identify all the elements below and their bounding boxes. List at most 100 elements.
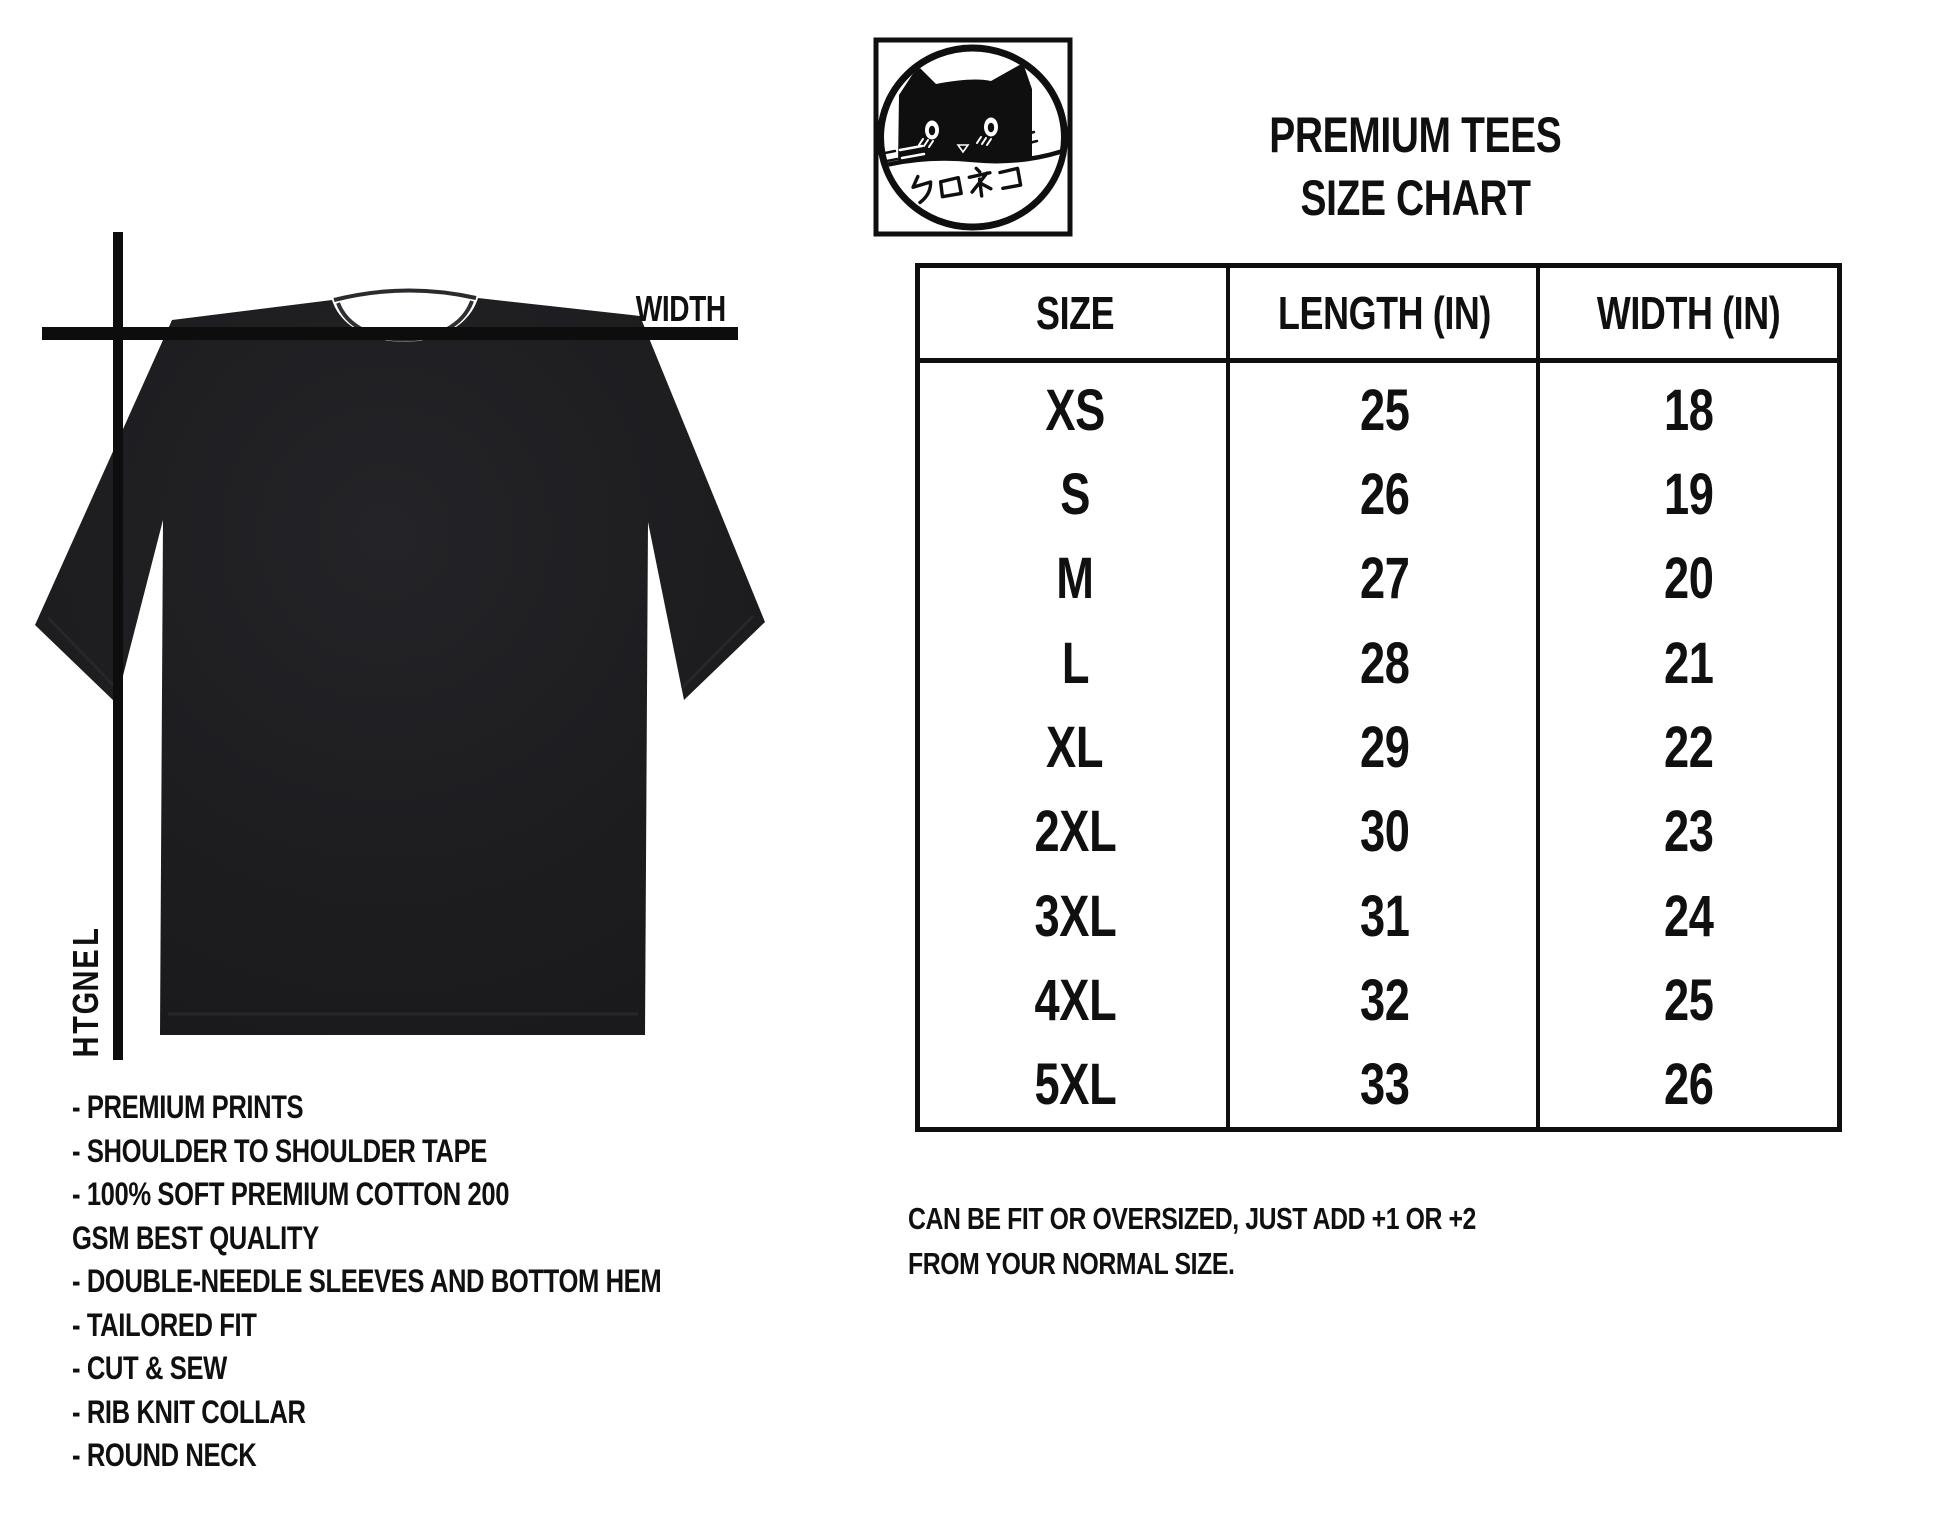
table-cell-value: 28	[1360, 630, 1410, 696]
text-line-content: - TAILORED FIT	[72, 1306, 257, 1343]
title-line-1: PREMIUM TEES	[1268, 107, 1562, 163]
length-label-char: H	[65, 1036, 106, 1058]
table-cell: 3XL	[920, 874, 1230, 958]
table-cell-value: 26	[1360, 461, 1410, 527]
table-cell: XL	[920, 705, 1230, 789]
table-cell-value: 29	[1360, 714, 1410, 780]
table-cell-value: 26	[1663, 1052, 1714, 1118]
table-cell-value: XL	[1046, 714, 1104, 780]
table-cell: 27	[1230, 537, 1540, 621]
table-body: XS 25 18 S 26 19 M 27 20 L 28 21 XL 29 22 2XL 30 23 3XL 31 2…	[920, 368, 1837, 1127]
table-cell-value: 21	[1663, 630, 1714, 696]
table-cell: 2XL	[920, 790, 1230, 874]
text-line-content: - 100% SOFT PREMIUM COTTON 200	[72, 1176, 510, 1212]
cat-head-icon	[898, 63, 1032, 165]
table-cell-value: 25	[1663, 967, 1714, 1033]
table-cell: 21	[1540, 621, 1837, 705]
header-width: WIDTH (IN)	[1596, 287, 1781, 339]
table-cell-value: 33	[1360, 1052, 1410, 1118]
table-row: L 28 21	[920, 621, 1837, 705]
table-cell-value: 3XL	[1034, 883, 1116, 949]
logo-ledge-line	[883, 146, 1062, 170]
text-line-content: - DOUBLE-NEEDLE SLEEVES AND BOTTOM HEM	[72, 1263, 662, 1299]
table-row: M 27 20	[920, 537, 1837, 621]
table-cell-value: 5XL	[1034, 1052, 1116, 1118]
table-cell: 26	[1540, 1043, 1837, 1127]
table-cell-value: 4XL	[1034, 967, 1116, 1033]
table-row: XS 25 18	[920, 368, 1837, 452]
title-line-2: SIZE CHART	[1299, 170, 1531, 226]
table-cell: 5XL	[920, 1043, 1230, 1127]
table-cell: 29	[1230, 705, 1540, 789]
table-cell: 28	[1230, 621, 1540, 705]
length-label-char: N	[65, 970, 106, 992]
width-label: WIDTH	[560, 288, 738, 330]
table-cell: S	[920, 452, 1230, 536]
table-cell: 18	[1540, 368, 1837, 452]
text-line: FROM YOUR NORMAL SIZE.	[908, 1241, 1618, 1286]
table-row: 4XL 32 25	[920, 958, 1837, 1042]
logo-kana-text	[911, 166, 1023, 205]
table-cell-value: 27	[1360, 546, 1410, 612]
text-line: - ROUND NECK	[72, 1434, 809, 1478]
text-line-content: - ROUND NECK	[72, 1437, 257, 1473]
table-header-row: SIZE LENGTH (IN) WIDTH (IN)	[920, 268, 1837, 363]
text-line-content: - PREMIUM PRINTS	[72, 1089, 304, 1125]
table-cell-value: 2XL	[1034, 799, 1116, 865]
cat-nose-icon	[956, 144, 970, 154]
text-line: - SHOULDER TO SHOULDER TAPE	[72, 1130, 809, 1174]
length-label-char: E	[64, 949, 106, 969]
text-line: - DOUBLE-NEEDLE SLEEVES AND BOTTOM HEM	[72, 1260, 809, 1304]
text-line-content: - CUT & SEW	[72, 1350, 227, 1386]
table-cell: 25	[1230, 368, 1540, 452]
text-line: - RIB KNIT COLLAR	[72, 1391, 809, 1435]
text-line-content: - SHOULDER TO SHOULDER TAPE	[72, 1132, 487, 1169]
text-line: - 100% SOFT PREMIUM COTTON 200	[72, 1173, 809, 1217]
table-cell-value: 22	[1663, 714, 1714, 780]
table-cell: 24	[1540, 874, 1837, 958]
fit-note: CAN BE FIT OR OVERSIZED, JUST ADD +1 OR …	[908, 1196, 1618, 1286]
table-cell-value: 32	[1360, 967, 1410, 1033]
table-cell: 4XL	[920, 958, 1230, 1042]
table-cell-value: L	[1061, 630, 1089, 696]
length-label-char: L	[65, 928, 106, 946]
header-size: SIZE	[1035, 287, 1115, 339]
table-cell: 31	[1230, 874, 1540, 958]
width-label-text: WIDTH	[635, 288, 726, 329]
text-line-content: - RIB KNIT COLLAR	[72, 1393, 306, 1430]
table-cell: 22	[1540, 705, 1837, 789]
table-cell-value: 30	[1360, 799, 1410, 865]
brand-logo	[873, 37, 1073, 237]
features-list: - PREMIUM PRINTS - SHOULDER TO SHOULDER T…	[72, 1086, 809, 1478]
cat-blush-icon	[918, 136, 992, 148]
table-cell-value: M	[1056, 546, 1094, 612]
table-cell: XS	[920, 368, 1230, 452]
cat-eyes-icon	[925, 117, 998, 140]
text-line: GSM BEST QUALITY	[72, 1217, 809, 1261]
width-measure-line	[42, 327, 738, 340]
table-cell-value: 18	[1663, 377, 1714, 443]
table-cell: 32	[1230, 958, 1540, 1042]
text-line-content: CAN BE FIT OR OVERSIZED, JUST ADD +1 OR …	[908, 1201, 1476, 1236]
table-cell-value: 25	[1360, 377, 1410, 443]
header-length: LENGTH (IN)	[1278, 287, 1492, 339]
table-cell-value: 31	[1360, 883, 1410, 949]
length-label-char: T	[65, 1016, 106, 1034]
table-row: 2XL 30 23	[920, 790, 1837, 874]
table-cell-value: 20	[1663, 546, 1714, 612]
table-cell-value: 24	[1663, 883, 1714, 949]
size-chart-table: SIZE LENGTH (IN) WIDTH (IN) XS 25 18 S 26 19 M…	[915, 263, 1842, 1132]
tshirt-silhouette	[35, 288, 765, 1035]
table-cell: 26	[1230, 452, 1540, 536]
table-cell-value: XS	[1045, 377, 1105, 443]
table-cell-value: 23	[1663, 799, 1714, 865]
text-line: - TAILORED FIT	[72, 1304, 809, 1348]
table-cell: L	[920, 621, 1230, 705]
text-line: - PREMIUM PRINTS	[72, 1086, 809, 1130]
text-line-content: FROM YOUR NORMAL SIZE.	[908, 1246, 1235, 1281]
table-row: 5XL 33 26	[920, 1043, 1837, 1127]
table-cell: 20	[1540, 537, 1837, 621]
length-label-char: G	[64, 991, 106, 1015]
table-divider-2	[1536, 268, 1540, 1127]
